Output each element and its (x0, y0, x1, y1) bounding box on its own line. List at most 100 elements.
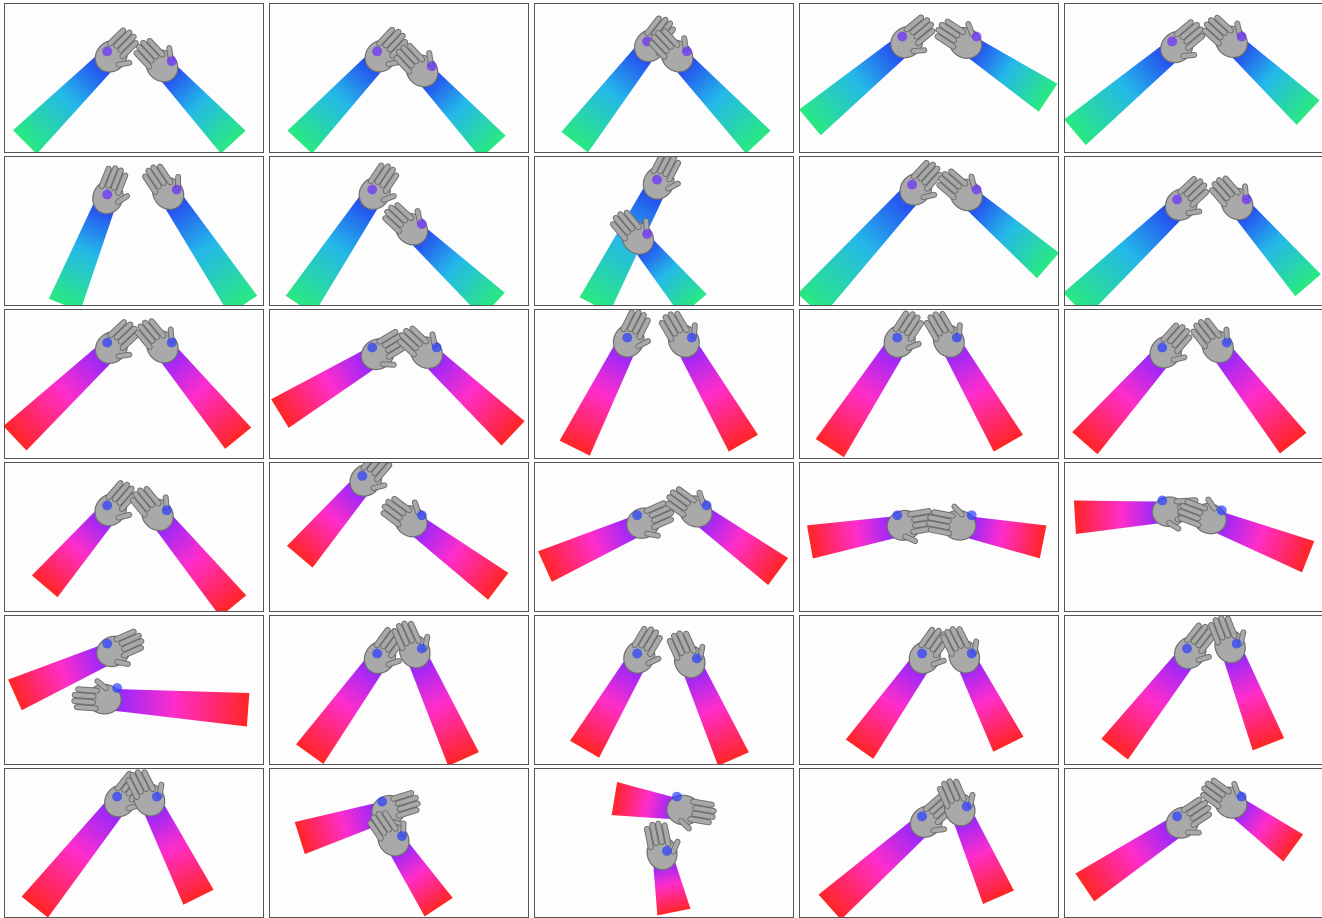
hand-mesh (936, 168, 983, 212)
point-cloud-overlay (622, 332, 633, 343)
forearm-point-cloud (697, 508, 789, 586)
point-cloud-overlay (102, 337, 113, 348)
hand-mesh (666, 794, 717, 832)
point-cloud-overlay (102, 500, 113, 511)
point-cloud-overlay (416, 643, 427, 654)
point-cloud-overlay (377, 796, 388, 807)
point-cloud-overlay (112, 791, 123, 802)
hand-pose-panel (799, 615, 1059, 765)
point-cloud-overlay (691, 653, 702, 664)
point-cloud-overlay (161, 505, 172, 516)
forearm-point-cloud (683, 665, 749, 764)
point-cloud-overlay (1172, 194, 1183, 205)
hand-mesh (96, 628, 145, 668)
hand-pose-panel (534, 156, 794, 306)
point-cloud-overlay (1221, 337, 1232, 348)
point-cloud-overlay (681, 46, 692, 57)
point-cloud-overlay (662, 845, 672, 856)
hand-pose-panel (4, 156, 264, 306)
forearm-point-cloud (806, 516, 897, 559)
hand-pose-panel (534, 309, 794, 459)
point-cloud-overlay (686, 332, 697, 343)
hand-pose-panel (4, 615, 264, 765)
forearm-point-cloud (1072, 352, 1168, 455)
forearm-point-cloud (800, 40, 907, 136)
point-cloud-overlay (397, 831, 407, 842)
forearm-point-cloud (1214, 512, 1315, 573)
forearm-point-cloud (164, 195, 258, 305)
forearm-point-cloud (48, 202, 115, 305)
point-cloud-overlay (426, 61, 437, 72)
forearm-point-cloud (5, 346, 112, 451)
point-cloud-overlay (151, 791, 162, 802)
hand-mesh (391, 620, 431, 669)
hand-mesh (364, 26, 409, 73)
forearm-point-cloud (271, 350, 375, 428)
point-cloud-overlay (166, 337, 177, 348)
point-cloud-overlay (1236, 31, 1247, 42)
point-cloud-overlay (652, 174, 663, 185)
forearm-point-cloud (8, 645, 109, 711)
point-cloud-overlay (1167, 36, 1178, 47)
hand-pose-panel (534, 462, 794, 612)
forearm-point-cloud (286, 480, 368, 568)
point-cloud-overlay (632, 648, 643, 659)
point-cloud-overlay (357, 470, 368, 481)
forearm-point-cloud (559, 344, 635, 456)
hand-mesh (899, 159, 943, 206)
forearm-point-cloud (294, 803, 383, 855)
point-cloud-overlay (917, 811, 928, 822)
hand-pose-panel (1064, 309, 1322, 459)
forearm-point-cloud (966, 193, 1058, 279)
forearm-point-cloud (579, 186, 664, 305)
point-cloud-overlay (701, 500, 712, 511)
hand-pose-panel (1064, 156, 1322, 306)
forearm-point-cloud (570, 659, 644, 758)
hand-mesh (1173, 622, 1216, 670)
forearm-point-cloud (800, 189, 918, 305)
point-cloud-overlay (892, 510, 903, 521)
hand-mesh (142, 163, 185, 210)
hand-pose-panel (799, 156, 1059, 306)
hand-mesh (134, 318, 179, 364)
forearm-point-cloud (1075, 819, 1181, 902)
hand-mesh (94, 27, 139, 73)
point-cloud-overlay (907, 179, 918, 190)
point-cloud-overlay (966, 648, 977, 659)
hand-pose-panel (534, 3, 794, 153)
hand-mesh (1190, 317, 1234, 364)
hand-mesh (129, 486, 174, 532)
forearm-point-cloud (845, 659, 928, 759)
forearm-point-cloud (426, 351, 525, 446)
point-cloud-overlay (416, 510, 427, 521)
forearm-point-cloud (155, 515, 247, 611)
point-cloud-overlay (1157, 495, 1168, 506)
hand-mesh (936, 778, 976, 827)
hand-pose-panel (799, 3, 1059, 153)
hand-pose-panel (799, 768, 1059, 918)
forearm-point-cloud (1065, 203, 1182, 305)
forearm-point-cloud (1235, 204, 1321, 297)
point-cloud-overlay (1236, 791, 1247, 802)
hand-pose-panel (534, 615, 794, 765)
forearm-point-cloud (287, 55, 383, 152)
point-cloud-overlay (166, 56, 177, 67)
hand-mesh (934, 18, 983, 59)
forearm-point-cloud (420, 70, 506, 152)
point-cloud-overlay (431, 342, 442, 353)
hand-pose-panel (269, 462, 529, 612)
hand-mesh (94, 480, 138, 527)
hand-pose-panel (269, 156, 529, 306)
point-cloud-overlay (416, 219, 427, 230)
point-cloud-overlay (1216, 505, 1227, 516)
hand-mesh (665, 486, 713, 528)
point-cloud-overlay (1172, 811, 1183, 822)
hand-pose-panel (1064, 3, 1322, 153)
point-cloud-overlay (917, 648, 928, 659)
hand-pose-panel (1064, 768, 1322, 918)
point-cloud-overlay (112, 683, 123, 693)
forearm-point-cloud (1073, 500, 1160, 535)
hand-mesh (382, 202, 429, 246)
point-cloud-overlay (372, 46, 383, 57)
